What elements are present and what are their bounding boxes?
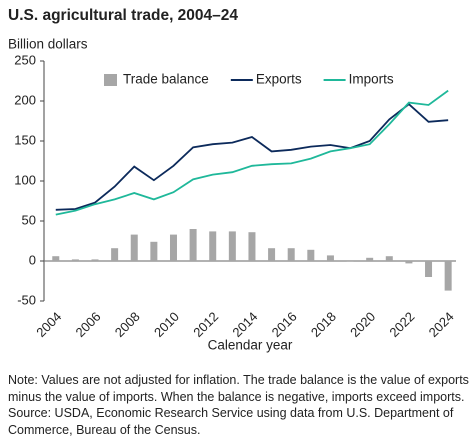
chart-title: U.S. agricultural trade, 2004–24 <box>8 7 238 24</box>
bar <box>150 241 158 261</box>
bar <box>169 234 177 261</box>
bar <box>366 257 374 261</box>
x-tick-label: 2024 <box>426 309 457 340</box>
bar <box>385 256 393 261</box>
bar <box>248 232 256 261</box>
y-tick-label: 0 <box>29 252 36 267</box>
legend-label: Trade balance <box>123 72 209 87</box>
x-tick-label: 2022 <box>386 309 417 340</box>
x-tick-label: 2016 <box>269 309 300 340</box>
note: Note: Values are not adjusted for inflat… <box>8 373 469 404</box>
line <box>55 89 449 216</box>
legend-swatch <box>104 74 117 86</box>
y-tick-label: 200 <box>14 92 36 107</box>
bar <box>71 259 79 261</box>
bar <box>52 256 60 261</box>
y-axis-label: Billion dollars <box>8 37 88 52</box>
x-tick-label: 2008 <box>112 309 143 340</box>
x-tick-label: 2020 <box>347 309 378 340</box>
bar <box>111 248 119 261</box>
source: Source: USDA, Economic Research Service … <box>8 406 454 437</box>
line <box>55 103 449 211</box>
bar <box>287 248 295 261</box>
bar <box>228 231 236 261</box>
bar <box>326 255 334 261</box>
x-tick-label: 2018 <box>308 309 339 340</box>
x-tick-label: 2014 <box>229 309 260 340</box>
y-tick-label: 250 <box>14 52 36 67</box>
bar <box>444 261 452 291</box>
bar <box>425 261 433 277</box>
bar <box>405 261 413 264</box>
x-tick-label: 2012 <box>190 309 221 340</box>
x-tick-label: 2010 <box>151 309 182 340</box>
chart: U.S. agricultural trade, 2004–24 Billion… <box>8 7 457 353</box>
x-tick-label: 2006 <box>73 309 104 340</box>
bar <box>130 234 138 261</box>
bar <box>268 248 276 261</box>
x-tick-label: 2004 <box>33 309 64 340</box>
x-axis-label: Calendar year <box>208 338 293 353</box>
bar <box>189 229 197 261</box>
bar <box>307 249 315 261</box>
y-tick-label: 100 <box>14 172 36 187</box>
legend-label: Imports <box>349 72 394 87</box>
y-tick-label: 150 <box>14 132 36 147</box>
bar <box>91 259 99 261</box>
bar <box>346 261 354 262</box>
legend-label: Exports <box>256 72 302 87</box>
bar <box>209 231 217 261</box>
y-tick-label: -50 <box>17 292 36 307</box>
y-tick-label: 50 <box>22 212 36 227</box>
